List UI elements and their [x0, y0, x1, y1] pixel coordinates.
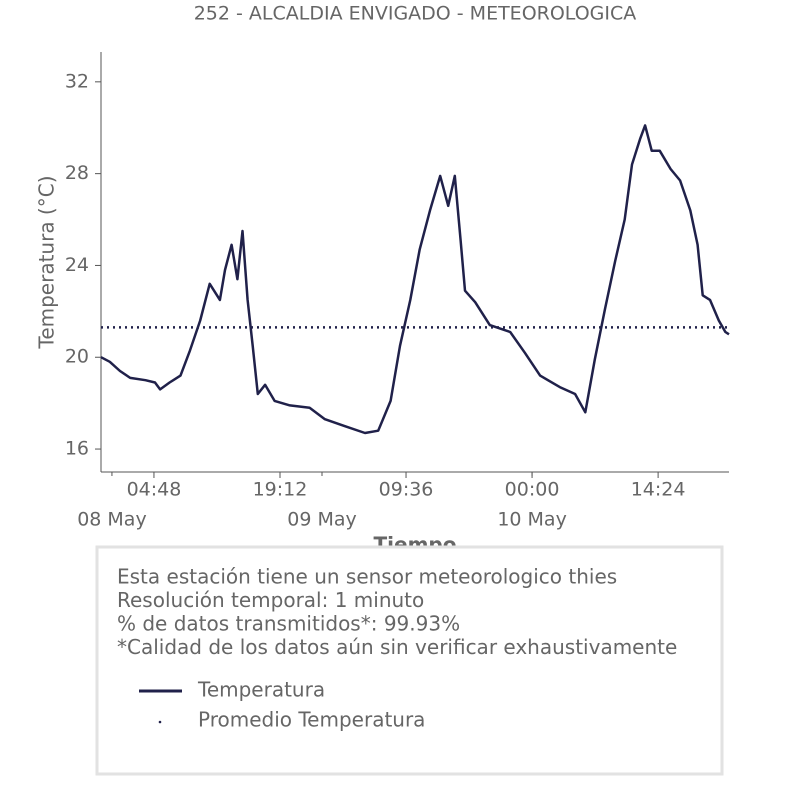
x-tick-label: 09:36 [379, 479, 434, 501]
info-text: Resolución temporal: 1 minuto [117, 588, 424, 612]
info-text: *Calidad de los datos aún sin verificar … [117, 635, 677, 659]
temperature-line [100, 124, 730, 435]
y-axis-label: Temperatura (°C) [35, 175, 59, 349]
chart-title: 252 - ALCALDIA ENVIGADO - METEOROLOGICA [194, 3, 637, 25]
legend-label: Promedio Temperatura [198, 708, 425, 732]
info-text: % de datos transmitidos*: 99.93% [117, 612, 460, 636]
x-tick-label: 19:12 [253, 479, 308, 501]
x-tick-label: 00:00 [505, 479, 560, 501]
y-tick-label: 32 [65, 70, 89, 92]
y-tick-label: 28 [65, 162, 89, 184]
x-day-label: 09 May [287, 509, 357, 531]
x-day-label: 10 May [497, 509, 567, 531]
y-tick-label: 24 [65, 254, 89, 276]
y-tick-label: 20 [65, 346, 89, 368]
legend-swatch [158, 720, 162, 724]
x-tick-label: 14:24 [631, 479, 686, 501]
info-box [95, 545, 724, 776]
x-tick-label: 04:48 [127, 479, 182, 501]
legend-label: Temperatura [197, 678, 325, 702]
y-tick-label: 16 [65, 438, 89, 460]
x-day-label: 08 May [77, 509, 147, 531]
info-text: Esta estación tiene un sensor meteorolog… [117, 565, 617, 589]
